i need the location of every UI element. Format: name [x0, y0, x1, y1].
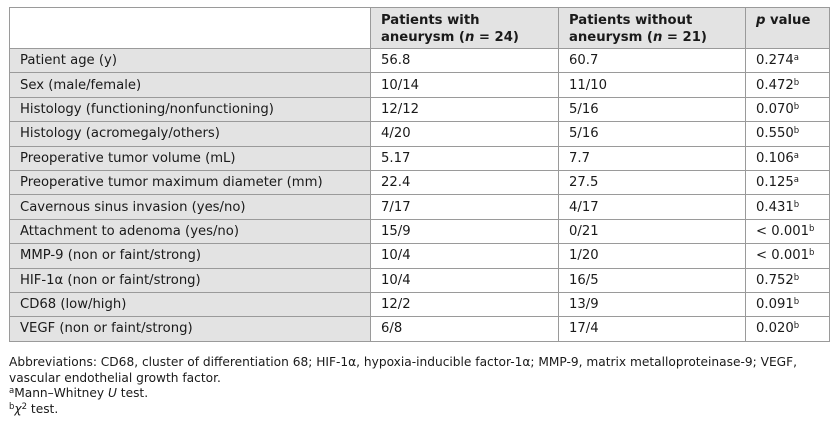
p-value: 0.274 [756, 53, 794, 69]
without-aneurysm-value: 16/5 [558, 267, 746, 293]
row-label: HIF-1α (non or faint/strong) [9, 267, 371, 293]
with-aneurysm-value: 10/4 [370, 267, 559, 293]
row-label: Sex (male/female) [9, 72, 371, 98]
row-label: MMP-9 (non or faint/strong) [9, 243, 371, 269]
with-aneurysm-value: 12/2 [370, 291, 559, 318]
row-label: CD68 (low/high) [9, 291, 371, 318]
row-label: Patient age (y) [9, 47, 371, 74]
p-value-cell: < 0.001b [745, 243, 830, 269]
with-aneurysm-value: 15/9 [370, 218, 559, 245]
p-value-cell: 0.550b [745, 121, 830, 147]
test-marker: b [793, 297, 800, 308]
with-aneurysm-value: 10/4 [370, 243, 559, 269]
test-marker: a [793, 150, 799, 161]
test-marker: b [809, 248, 815, 259]
table-row: Histology (acromegaly/others) 4/20 5/16 0.5… [9, 121, 830, 147]
row-label: Attachment to adenoma (yes/no) [9, 218, 371, 245]
table-row: Histology (functioning/nonfunctioning) 12… [9, 96, 830, 123]
p-value-cell: 0.752b [745, 267, 830, 293]
p-value: < 0.001 [756, 248, 809, 264]
header-with-aneurysm: Patients with aneurysm (n = 24) [370, 7, 559, 49]
test-marker: b [809, 223, 815, 234]
with-aneurysm-value: 22.4 [370, 169, 559, 196]
p-value-cell: 0.274a [745, 47, 830, 74]
p-value-cell: 0.125a [745, 169, 830, 196]
table-row: CD68 (low/high) 12/2 13/9 0.091b [9, 291, 830, 318]
without-aneurysm-value: 17/4 [558, 316, 746, 342]
row-label: Cavernous sinus invasion (yes/no) [9, 194, 371, 220]
with-aneurysm-value: 12/12 [370, 96, 559, 123]
p-value-cell: < 0.001b [745, 218, 830, 245]
with-aneurysm-value: 10/14 [370, 72, 559, 98]
without-aneurysm-value: 60.7 [558, 47, 746, 74]
test-marker: b [793, 321, 800, 332]
table-row: Attachment to adenoma (yes/no) 15/9 0/21 < … [9, 218, 830, 245]
p-value: 0.472 [756, 77, 794, 93]
without-aneurysm-value: 5/16 [558, 96, 746, 123]
footnote-a: aMann–Whitney U test. [9, 386, 149, 401]
row-label: Preoperative tumor volume (mL) [9, 145, 371, 171]
p-value-cell: 0.106a [745, 145, 830, 171]
table-row: VEGF (non or faint/strong) 6/8 17/4 0.020b [9, 316, 830, 342]
table-row: Cavernous sinus invasion (yes/no) 7/17 4/1… [9, 194, 830, 220]
without-aneurysm-value: 5/16 [558, 121, 746, 147]
p-value: < 0.001 [756, 223, 809, 239]
table-header-row: Patients with aneurysm (n = 24) Patients… [9, 7, 830, 49]
table-body: Patient age (y) 56.8 60.7 0.274a Sex (male/f… [9, 47, 830, 342]
test-marker: b [793, 199, 800, 210]
table-row: HIF-1α (non or faint/strong) 10/4 16/5 0.75… [9, 267, 830, 293]
p-value: 0.431 [756, 199, 794, 215]
p-value: 0.125 [756, 175, 794, 191]
row-label: Preoperative tumor maximum diameter (mm) [9, 169, 371, 196]
p-value: 0.550 [756, 126, 794, 142]
patient-comparison-table: Patients with aneurysm (n = 24) Patients… [9, 7, 830, 342]
p-value: 0.752 [756, 272, 794, 288]
test-marker: a [793, 175, 799, 186]
header-without-aneurysm: Patients without aneurysm (n = 21) [558, 7, 746, 49]
without-aneurysm-value: 27.5 [558, 169, 746, 196]
table-footnotes: Abbreviations: CD68, cluster of differen… [9, 355, 829, 417]
table-row: MMP-9 (non or faint/strong) 10/4 1/20 < 0.0… [9, 243, 830, 269]
p-value: 0.070 [756, 101, 794, 117]
p-value-cell: 0.472b [745, 72, 830, 98]
with-aneurysm-value: 7/17 [370, 194, 559, 220]
p-value-cell: 0.070b [745, 96, 830, 123]
row-label: VEGF (non or faint/strong) [9, 316, 371, 342]
test-marker: b [793, 126, 800, 137]
abbreviations-note: Abbreviations: CD68, cluster of differen… [9, 355, 797, 385]
without-aneurysm-value: 11/10 [558, 72, 746, 98]
test-marker: b [793, 77, 800, 88]
test-marker: b [793, 101, 800, 112]
header-empty-cell [9, 7, 371, 49]
with-aneurysm-value: 5.17 [370, 145, 559, 171]
without-aneurysm-value: 1/20 [558, 243, 746, 269]
table-row: Sex (male/female) 10/14 11/10 0.472b [9, 72, 830, 98]
with-aneurysm-value: 56.8 [370, 47, 559, 74]
without-aneurysm-value: 7.7 [558, 145, 746, 171]
test-marker: a [793, 53, 799, 64]
with-aneurysm-value: 6/8 [370, 316, 559, 342]
test-marker: b [793, 272, 800, 283]
with-aneurysm-value: 4/20 [370, 121, 559, 147]
p-value: 0.020 [756, 321, 794, 337]
header-p-value: p value [745, 7, 830, 49]
table-row: Preoperative tumor maximum diameter (mm)… [9, 169, 830, 196]
p-value: 0.091 [756, 297, 794, 313]
data-table-container: Patients with aneurysm (n = 24) Patients… [9, 7, 830, 342]
p-value-cell: 0.431b [745, 194, 830, 220]
p-value-cell: 0.020b [745, 316, 830, 342]
row-label: Histology (functioning/nonfunctioning) [9, 96, 371, 123]
without-aneurysm-value: 13/9 [558, 291, 746, 318]
table-row: Preoperative tumor volume (mL) 5.17 7.7 0.1… [9, 145, 830, 171]
p-value: 0.106 [756, 150, 794, 166]
row-label: Histology (acromegaly/others) [9, 121, 371, 147]
footnote-b: bχ2 test. [9, 401, 59, 416]
without-aneurysm-value: 0/21 [558, 218, 746, 245]
table-row: Patient age (y) 56.8 60.7 0.274a [9, 47, 830, 74]
without-aneurysm-value: 4/17 [558, 194, 746, 220]
p-value-cell: 0.091b [745, 291, 830, 318]
